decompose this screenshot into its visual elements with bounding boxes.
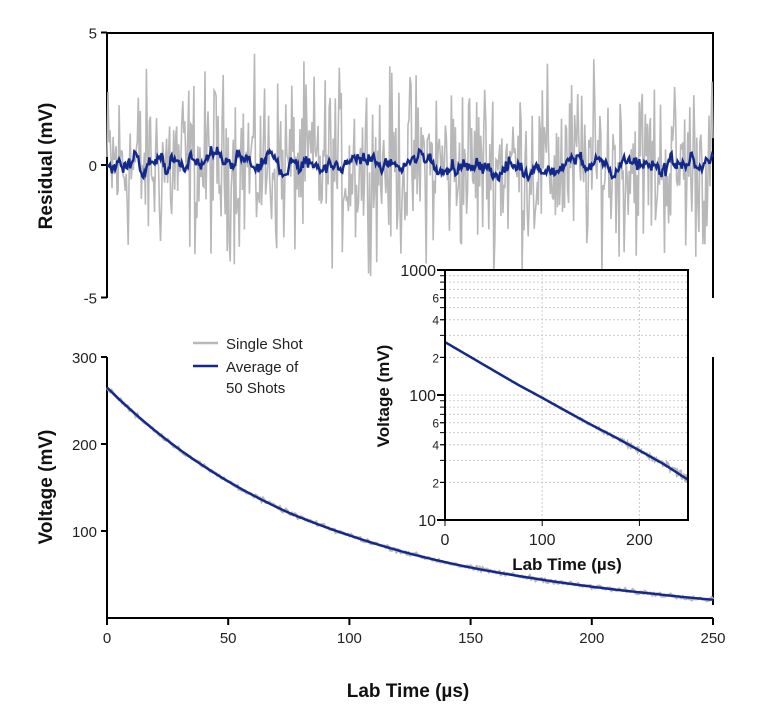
inset-xlabel: Lab Time (µs)	[512, 555, 622, 574]
inset-frame	[444, 269, 689, 521]
legend-single-shot: Single Shot	[226, 336, 304, 353]
residual-ytick-label: -5	[84, 291, 97, 308]
xtick-label: 200	[579, 630, 604, 647]
voltage-ytick-label: 200	[72, 437, 97, 454]
inset-ytick-label: 2	[432, 476, 439, 490]
inset-xtick-label: 0	[441, 532, 450, 549]
residual-ytick-label: 0	[89, 158, 97, 175]
inset-average-line	[444, 341, 689, 481]
inset-ytick-label: 2	[432, 351, 439, 365]
inset-xtick-label: 200	[626, 532, 653, 549]
legend-average-2: 50 Shots	[226, 380, 285, 397]
xtick-label: 50	[220, 630, 237, 647]
voltage-ytick-label: 100	[72, 524, 97, 541]
xtick-label: 100	[337, 630, 362, 647]
residual-ytick-label: 5	[89, 26, 97, 43]
inset-ytick-label: 4	[432, 314, 439, 328]
residual-panel: 5 0 -5	[84, 26, 715, 308]
inset-ytick-label: 1000	[400, 263, 436, 280]
inset-xtick-label: 100	[529, 532, 556, 549]
xtick-label: 150	[458, 630, 483, 647]
xlabel: Lab Time (µs)	[347, 681, 470, 702]
voltage-average-line	[106, 386, 714, 601]
inset-ytick-label: 6	[432, 292, 439, 306]
xtick-label: 0	[103, 630, 111, 647]
voltage-ylabel: Voltage (mV)	[36, 430, 57, 545]
inset-ytick-label: 6	[432, 417, 439, 431]
legend-average-1: Average of	[226, 359, 299, 376]
inset-ylabel: Voltage (mV)	[374, 345, 393, 448]
residual-average-line	[106, 146, 715, 183]
inset-ytick-label: 100	[409, 388, 436, 405]
residual-single-shot-line	[106, 53, 714, 277]
inset-ytick-label: 4	[432, 439, 439, 453]
inset-ytick-label: 10	[418, 513, 436, 530]
voltage-ytick-label: 300	[72, 350, 97, 367]
residual-ylabel: Residual (mV)	[36, 103, 57, 230]
xtick-label: 250	[700, 630, 725, 647]
